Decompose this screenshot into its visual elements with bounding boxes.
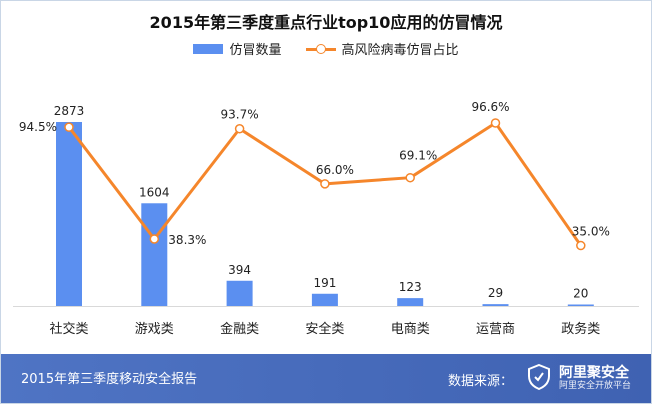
bar-value-label: 29 — [488, 286, 503, 300]
x-tick-label: 电商类 — [391, 322, 430, 337]
brand-subtitle: 阿里安全开放平台 — [558, 380, 631, 391]
legend-line-swatch — [305, 43, 336, 54]
chart-title: 2015年第三季度重点行业top10应用的仿冒情况 — [149, 13, 503, 32]
bar — [567, 304, 594, 306]
line-point — [576, 240, 586, 251]
line-point — [149, 234, 160, 244]
bar-value-label: 2873 — [54, 104, 85, 118]
line-value-label: 69.1% — [399, 149, 437, 163]
legend-item-line: 高风险病毒仿冒占比 — [305, 39, 459, 58]
brand-name: 阿里聚安全 — [558, 365, 629, 382]
source-label: 数据来源： — [447, 373, 513, 389]
bar-value-label: 123 — [399, 280, 422, 294]
x-tick-label: 政务类 — [561, 321, 600, 337]
legend-bar-label: 仿冒数量 — [229, 43, 282, 58]
bar — [56, 122, 82, 306]
line-point — [234, 123, 245, 134]
x-tick-label: 运营商 — [476, 322, 515, 337]
line-point — [64, 122, 74, 132]
shield-icon — [527, 363, 551, 394]
footer-bar: 2015年第三季度移动安全报告 数据来源： 阿里聚安全 阿里安全开放平台 — [1, 354, 651, 403]
line-value-label: 66.0% — [316, 163, 354, 177]
legend-line-label: 高风险病毒仿冒占比 — [341, 43, 459, 58]
line-point — [405, 172, 415, 183]
x-tick-label: 游戏类 — [135, 322, 174, 337]
bar — [397, 298, 424, 306]
legend-item-bar: 仿冒数量 — [193, 39, 282, 58]
line-value-label: 94.5% — [19, 120, 57, 134]
line-point — [320, 179, 330, 189]
line-value-label: 38.3% — [168, 233, 206, 247]
bar-value-label: 191 — [313, 276, 336, 290]
bar — [226, 280, 253, 306]
bar — [311, 293, 338, 306]
footer-source: 数据来源： 阿里聚安全 阿里安全开放平台 — [447, 363, 631, 394]
bar — [141, 203, 168, 306]
legend: 仿冒数量 高风险病毒仿冒占比 — [1, 39, 651, 58]
x-tick-label: 安全类 — [305, 321, 344, 337]
bar-value-label: 394 — [228, 263, 251, 277]
x-tick-label: 金融类 — [220, 321, 259, 337]
chart-plot: 2873 社交类 1604 游戏类 394 金融类 191 安全类 123 电商类 29 运营商 20 政… — [13, 100, 639, 337]
legend-bar-swatch — [193, 43, 224, 54]
x-tick-label: 社交类 — [49, 321, 88, 337]
report-name: 2015年第三季度移动安全报告 — [21, 372, 198, 387]
bar-value-label: 1604 — [139, 185, 170, 199]
bar — [482, 304, 509, 306]
brand-logo: 阿里聚安全 阿里安全开放平台 — [558, 365, 631, 391]
line-point — [490, 118, 501, 128]
line-value-label: 35.0% — [572, 225, 610, 239]
line-value-label: 96.6% — [471, 100, 509, 114]
bar-value-label: 20 — [573, 287, 588, 301]
line-value-label: 93.7% — [221, 108, 259, 122]
